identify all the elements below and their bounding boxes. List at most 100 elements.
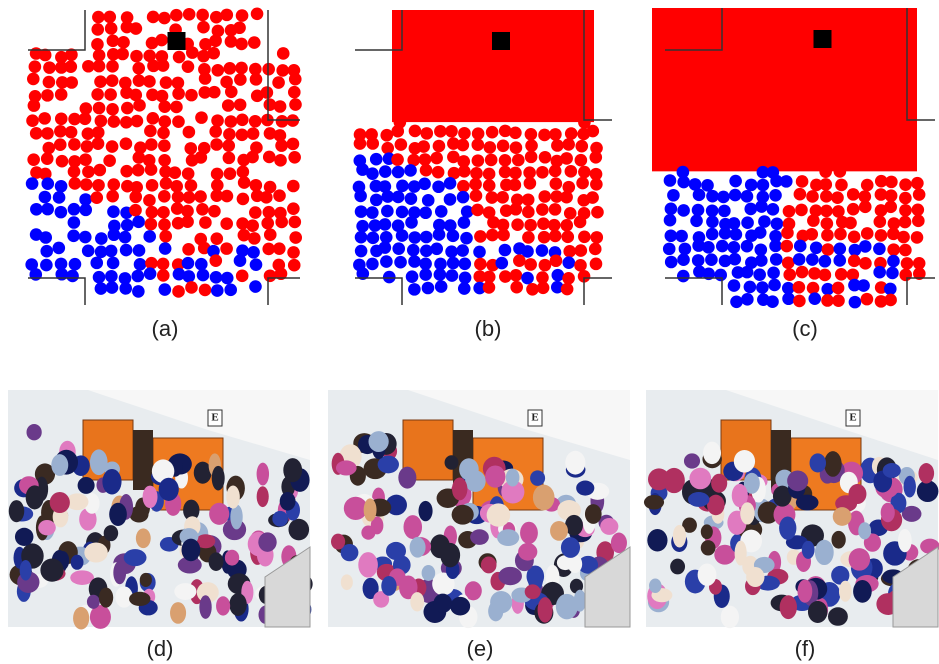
agent — [821, 217, 834, 230]
agent — [53, 191, 66, 204]
agent — [90, 257, 103, 270]
agent — [289, 216, 302, 229]
agent — [396, 206, 409, 219]
agent — [574, 216, 587, 229]
agent — [692, 204, 705, 217]
agent — [525, 151, 538, 164]
agent — [210, 271, 223, 284]
agent — [472, 154, 485, 167]
agent — [196, 203, 209, 216]
agent — [68, 216, 81, 229]
agent — [550, 177, 563, 190]
agent — [41, 127, 54, 140]
agent — [147, 11, 160, 24]
agent — [172, 191, 185, 204]
agent — [538, 231, 551, 244]
agent — [849, 296, 862, 309]
agent — [861, 227, 874, 240]
agent — [783, 268, 796, 281]
agent — [289, 73, 302, 86]
person — [849, 548, 871, 571]
panel-label: (f) — [795, 636, 816, 661]
person — [84, 542, 107, 562]
agent — [755, 254, 768, 267]
agent — [885, 176, 898, 189]
agent — [434, 125, 447, 138]
agent — [185, 89, 198, 102]
simulation-panels — [25, 7, 935, 308]
person — [419, 501, 433, 521]
agent — [884, 283, 897, 296]
person — [159, 478, 179, 501]
agent — [184, 142, 197, 155]
agent — [143, 75, 156, 88]
panel-label: (e) — [467, 636, 494, 661]
panel-label: (c) — [792, 316, 818, 341]
agent — [832, 205, 845, 218]
agent — [822, 243, 835, 256]
person — [170, 602, 186, 624]
agent — [405, 192, 418, 205]
agent — [420, 245, 433, 258]
agent — [499, 270, 512, 283]
person — [561, 537, 580, 558]
agent — [509, 203, 522, 216]
agent — [133, 99, 146, 112]
agent — [576, 177, 589, 190]
person — [600, 518, 618, 535]
agent — [445, 125, 458, 138]
person — [530, 470, 545, 485]
agent — [236, 270, 249, 283]
person — [649, 578, 661, 593]
agent — [68, 165, 81, 178]
agent — [354, 137, 367, 150]
agent — [250, 73, 263, 86]
agent — [562, 138, 575, 151]
person — [849, 484, 867, 504]
agent — [729, 253, 742, 266]
agent — [182, 257, 195, 270]
agent — [106, 103, 119, 116]
agent — [172, 285, 185, 298]
agent — [82, 165, 95, 178]
agent — [886, 267, 899, 280]
person — [38, 520, 56, 535]
agent — [81, 140, 94, 153]
agent — [551, 139, 564, 152]
agent — [274, 100, 287, 113]
agent — [409, 231, 422, 244]
agent — [884, 201, 897, 214]
agent — [834, 242, 847, 255]
agent — [117, 36, 130, 49]
agent — [406, 270, 419, 283]
agent — [395, 138, 408, 151]
agent — [93, 271, 106, 284]
agent — [728, 241, 741, 254]
agent — [820, 190, 833, 203]
agent — [470, 189, 483, 202]
person — [611, 533, 627, 554]
agent — [79, 153, 92, 166]
agent — [80, 178, 93, 191]
exit — [492, 32, 510, 50]
agent — [209, 34, 222, 47]
agent — [549, 128, 562, 141]
agent — [355, 245, 368, 258]
agent — [510, 281, 523, 294]
agent — [134, 258, 147, 271]
agent — [396, 229, 409, 242]
agent — [146, 206, 159, 219]
agent — [420, 127, 433, 140]
agent — [435, 205, 448, 218]
person — [780, 595, 797, 619]
agent — [108, 115, 121, 128]
agent — [769, 240, 782, 253]
agent — [55, 180, 68, 193]
agent — [524, 177, 537, 190]
agent — [224, 167, 237, 180]
person — [364, 498, 377, 521]
agent — [116, 48, 129, 61]
agent — [208, 86, 221, 99]
agent — [197, 21, 210, 34]
agent — [590, 258, 603, 271]
